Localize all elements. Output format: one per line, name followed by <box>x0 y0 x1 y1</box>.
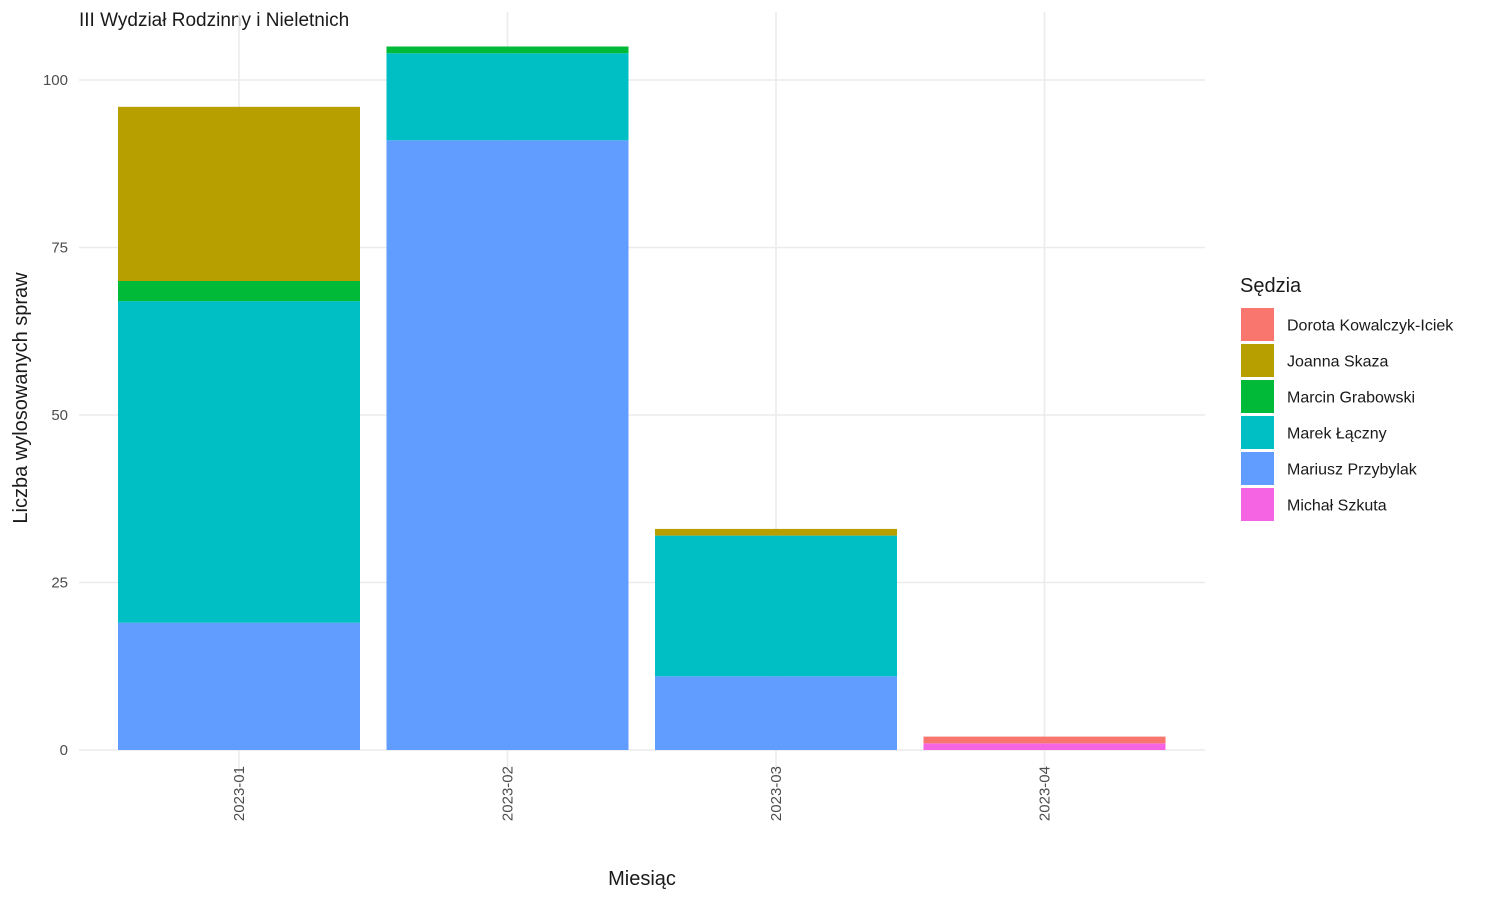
x-tick-label: 2023-03 <box>768 766 785 821</box>
legend-label: Dorota Kowalczyk-Iciek <box>1287 318 1454 335</box>
y-axis-ticks: 0 25 50 75 100 <box>43 72 68 759</box>
legend-label: Marek Łączny <box>1287 426 1387 443</box>
bar-segment <box>386 46 629 54</box>
legend-label: Marcin Grabowski <box>1287 390 1415 407</box>
x-axis-title: Miesiąc <box>608 868 676 890</box>
legend-key <box>1241 308 1274 341</box>
bar-segment <box>655 528 897 536</box>
legend-title: Sędzia <box>1240 275 1302 297</box>
chart-title: III Wydział Rodzinny i Nieletnich <box>79 10 349 31</box>
legend: Sędzia Dorota Kowalczyk-Iciek Joanna Skaz… <box>1240 275 1454 521</box>
bar-segment <box>118 301 360 623</box>
x-tick-label: 2023-04 <box>1037 766 1054 821</box>
y-tick-label: 50 <box>51 407 68 424</box>
x-tick-label: 2023-02 <box>500 766 517 821</box>
x-axis-ticks: 2023-01 2023-02 2023-03 2023-04 <box>231 766 1054 821</box>
bar-segment <box>923 736 1166 744</box>
bar-segment <box>118 106 360 281</box>
y-tick-label: 0 <box>60 742 68 759</box>
bar-segment <box>386 53 629 141</box>
bar-segment <box>923 743 1166 750</box>
bars <box>118 46 1166 751</box>
y-axis-title: Liczba wylosowanych spraw <box>10 272 32 524</box>
y-tick-label: 100 <box>43 72 68 89</box>
legend-label: Michał Szkuta <box>1287 498 1387 515</box>
bar-segment <box>386 140 629 751</box>
bar-segment <box>655 535 897 677</box>
legend-key <box>1241 380 1274 413</box>
legend-key <box>1241 452 1274 485</box>
bar-segment <box>118 622 360 750</box>
bar-segment <box>655 676 897 750</box>
legend-key <box>1241 488 1274 521</box>
y-tick-label: 25 <box>51 575 68 592</box>
x-tick-label: 2023-01 <box>231 766 248 821</box>
legend-label: Mariusz Przybylak <box>1287 462 1418 479</box>
bar-segment <box>118 281 360 302</box>
legend-label: Joanna Skaza <box>1287 354 1389 371</box>
y-tick-label: 75 <box>51 240 68 257</box>
legend-key <box>1241 344 1274 377</box>
legend-key <box>1241 416 1274 449</box>
